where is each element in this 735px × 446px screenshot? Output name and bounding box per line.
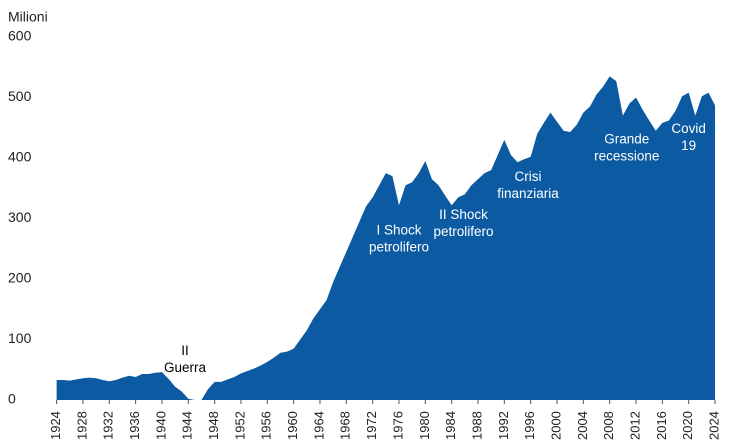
annotation: petrolifero	[369, 240, 429, 255]
y-tick-label: 400	[8, 149, 32, 165]
annotation: Guerra	[164, 360, 207, 375]
y-tick-label: 200	[8, 270, 32, 286]
annotation: II Shock	[439, 207, 488, 222]
x-tick-label: 1972	[364, 411, 379, 440]
annotation: II	[181, 343, 189, 358]
x-tick-label: 1944	[180, 411, 195, 440]
y-tick-label: 600	[8, 28, 32, 44]
x-tick-label: 1980	[417, 411, 432, 440]
area	[56, 76, 716, 400]
x-tick-label: 1948	[206, 411, 221, 440]
y-tick-label: 300	[8, 209, 32, 225]
x-tick-label: 1996	[522, 411, 537, 440]
y-tick-label: 100	[8, 330, 32, 346]
x-tick-label: 1956	[259, 411, 274, 440]
x-tick-label: 1992	[496, 411, 511, 440]
x-tick-label: 1976	[390, 411, 405, 440]
x-tick-label: 1940	[153, 411, 168, 440]
x-tick-label: 1932	[101, 411, 116, 440]
annotation: recessione	[594, 148, 659, 163]
x-tick-label: 2000	[548, 411, 563, 440]
annotation: Covid	[671, 121, 706, 136]
x-tick-label: 1964	[311, 411, 326, 440]
x-tick-label: 2012	[627, 411, 642, 440]
x-tick-label: 1924	[48, 411, 63, 440]
x-tick-label: 2008	[601, 411, 616, 440]
x-tick-label: 1952	[232, 411, 247, 440]
x-tick-label: 1960	[285, 411, 300, 440]
x-tick-label: 1984	[443, 411, 458, 440]
annotation: Crisi	[515, 169, 542, 184]
x-tick-label: 1936	[127, 411, 142, 440]
y-axis-label: Milioni	[8, 9, 48, 25]
x-tick-label: 1968	[338, 411, 353, 440]
x-tick-label: 2024	[706, 411, 721, 440]
annotation: I Shock	[376, 223, 421, 238]
x-tick-label: 2020	[680, 411, 695, 440]
y-tick-label: 500	[8, 88, 32, 104]
annotation: Grande	[604, 131, 649, 146]
x-tick-label: 1928	[74, 411, 89, 440]
x-tick-label: 1988	[469, 411, 484, 440]
annotation: 19	[681, 138, 696, 153]
annotation: finanziaria	[497, 186, 559, 201]
x-tick-label: 2016	[654, 411, 669, 440]
y-tick-label: 0	[8, 391, 16, 407]
x-tick-label: 2004	[575, 411, 590, 440]
annotation: petrolifero	[433, 224, 493, 239]
